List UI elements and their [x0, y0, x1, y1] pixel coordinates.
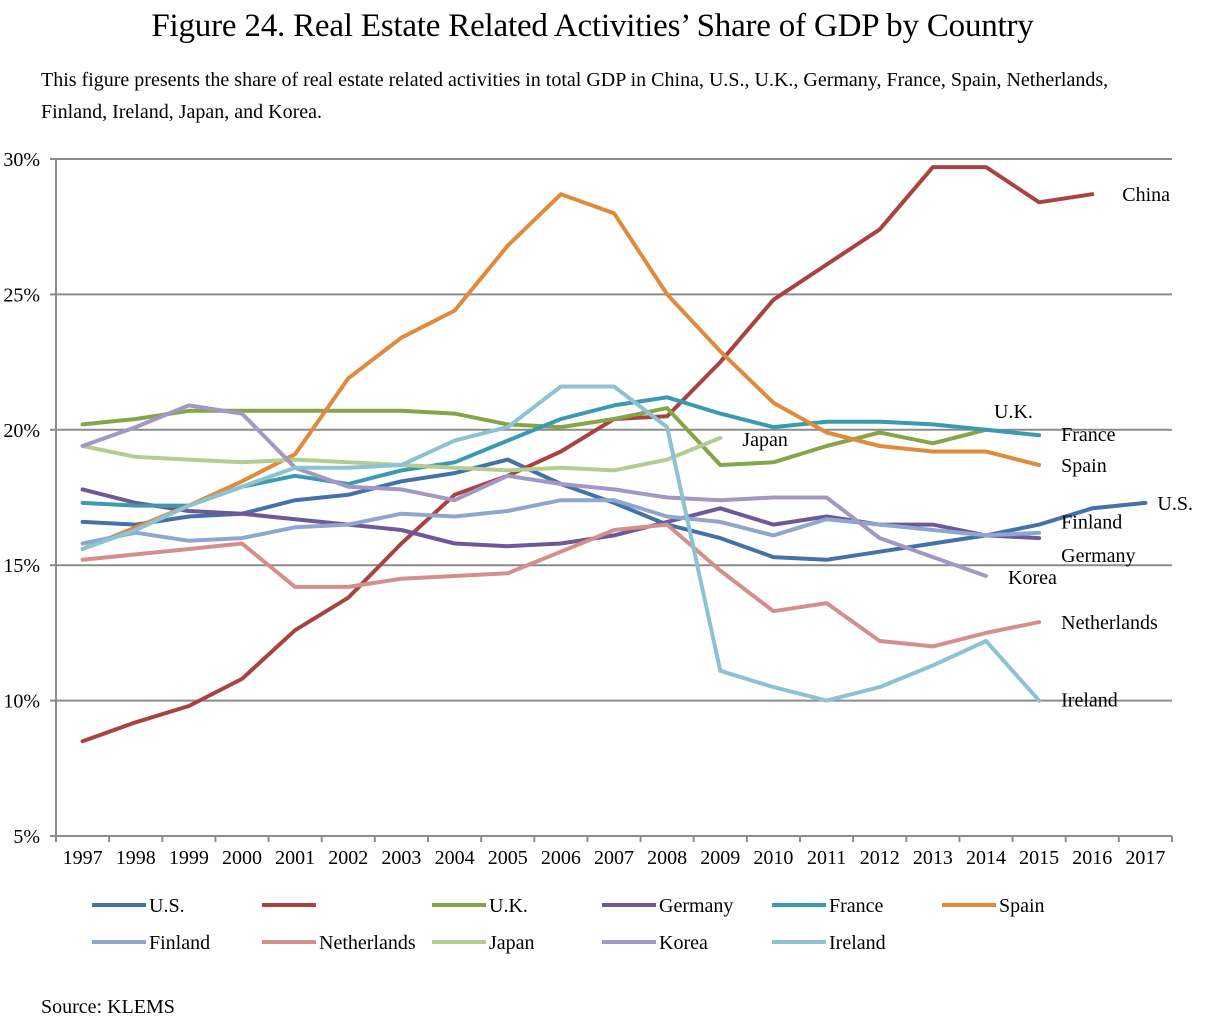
- series-end-label: China: [1122, 184, 1170, 206]
- legend-item: Germany: [602, 895, 733, 917]
- legend-item: Spain: [942, 895, 1045, 917]
- series-end-label: France: [1061, 424, 1116, 446]
- x-tick-label: 2017: [1125, 847, 1165, 869]
- legend-label: Netherlands: [319, 932, 416, 954]
- x-tick-label: 1998: [116, 847, 156, 869]
- x-tick-label: 2004: [435, 847, 475, 869]
- x-tick-label: 2016: [1072, 847, 1112, 869]
- series-end-label: U.S.: [1157, 493, 1193, 515]
- legend-item: Netherlands: [262, 932, 416, 954]
- figure-title: Figure 24. Real Estate Related Activitie…: [151, 8, 1034, 44]
- axes: [55, 159, 1172, 842]
- x-tick-label: 2008: [647, 847, 687, 869]
- x-tick-label: 2015: [1019, 847, 1059, 869]
- x-tick-label: 2001: [275, 847, 315, 869]
- series-line-finland: [80, 498, 1042, 546]
- x-tick-label: 2011: [807, 847, 846, 869]
- series-line-spain: [80, 192, 1042, 551]
- legend-item: Japan: [432, 932, 535, 954]
- x-tick-label: 1997: [63, 847, 103, 869]
- legend-label: U.K.: [489, 895, 528, 917]
- y-tick-label: 5%: [13, 826, 40, 848]
- y-tick-label: 25%: [3, 284, 40, 306]
- series-line-u-s: [80, 457, 1148, 562]
- series-line-china: [80, 165, 1095, 744]
- legend-item: France: [772, 895, 884, 917]
- series-end-label: Spain: [1061, 455, 1107, 477]
- x-tick-label: 1999: [169, 847, 209, 869]
- y-tick-label: 30%: [3, 149, 40, 171]
- series-end-label: Germany: [1061, 545, 1135, 567]
- legend-item: Ireland: [772, 932, 886, 954]
- y-tick-label: 10%: [3, 691, 40, 713]
- x-tick-label: 2006: [541, 847, 581, 869]
- legend-label: Finland: [149, 932, 210, 954]
- legend-label: Japan: [489, 932, 535, 954]
- figure-caption: This figure presents the share of real e…: [41, 69, 1109, 123]
- legend: U.S. U.K. Germany France Spain Finland Netherl…: [92, 895, 1045, 954]
- series-end-label: U.K.: [994, 401, 1033, 423]
- legend-label: Germany: [659, 895, 733, 917]
- y-tick-label: 20%: [3, 420, 40, 442]
- legend-item: U.S.: [92, 895, 185, 917]
- legend-label: Korea: [659, 932, 708, 954]
- series-end-labels: U.S. China U.K. Germany France Spain Finland Ne…: [742, 184, 1193, 711]
- x-tick-label: 2009: [700, 847, 740, 869]
- legend-item: U.K.: [432, 895, 528, 917]
- y-tick-label: 15%: [3, 555, 40, 577]
- legend-label: France: [829, 895, 884, 917]
- legend-item: Korea: [602, 932, 708, 954]
- x-tick-label: 2002: [328, 847, 368, 869]
- series-end-label: Netherlands: [1061, 612, 1158, 634]
- source-note: Source: KLEMS: [41, 996, 175, 1018]
- series-line-korea: [80, 403, 988, 578]
- series-lines: [80, 165, 1148, 744]
- x-axis-ticks: 1997 1998 1999 2000 2001 2002 2003 2004 2005 2006…: [55, 836, 1173, 869]
- series-end-label: Ireland: [1061, 690, 1118, 712]
- series-line-netherlands: [80, 522, 1042, 649]
- series-end-label: Korea: [1008, 567, 1057, 589]
- series-end-label: Japan: [742, 429, 788, 451]
- legend-label: U.S.: [149, 895, 185, 917]
- x-tick-label: 2003: [381, 847, 421, 869]
- series-line-ireland: [80, 384, 1042, 703]
- series-end-label: Finland: [1061, 512, 1122, 534]
- legend-label: Ireland: [829, 932, 886, 954]
- x-tick-label: 2005: [488, 847, 528, 869]
- x-tick-label: 2010: [753, 847, 793, 869]
- legend-item: Finland: [92, 932, 210, 954]
- x-tick-label: 2013: [913, 847, 953, 869]
- y-axis-ticks: 5% 10% 15% 20% 25% 30%: [3, 149, 56, 848]
- x-tick-label: 2012: [860, 847, 900, 869]
- x-tick-label: 2014: [966, 847, 1006, 869]
- x-tick-label: 2007: [594, 847, 634, 869]
- legend-label: Spain: [999, 895, 1045, 917]
- x-tick-label: 2000: [222, 847, 262, 869]
